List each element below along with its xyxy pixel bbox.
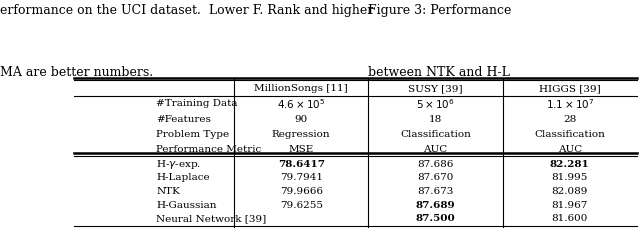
Text: between NTK and H-L: between NTK and H-L xyxy=(368,66,510,79)
Text: #Training Data: #Training Data xyxy=(156,99,238,108)
Text: 79.7941: 79.7941 xyxy=(280,173,323,183)
Text: 79.9666: 79.9666 xyxy=(280,187,323,196)
Text: 82.281: 82.281 xyxy=(550,160,589,169)
Text: Problem Type: Problem Type xyxy=(156,130,230,139)
Text: H-Laplace: H-Laplace xyxy=(156,173,210,183)
Text: $1.1 \times 10^7$: $1.1 \times 10^7$ xyxy=(545,97,594,111)
Text: 81.967: 81.967 xyxy=(552,201,588,210)
Text: 82.089: 82.089 xyxy=(552,187,588,196)
Text: Neural Network [39]: Neural Network [39] xyxy=(156,214,267,223)
Text: H-Gaussian: H-Gaussian xyxy=(156,201,217,210)
Text: 87.670: 87.670 xyxy=(417,173,454,183)
Text: AUC: AUC xyxy=(423,145,447,154)
Text: HIGGS [39]: HIGGS [39] xyxy=(539,84,601,93)
Text: MillionSongs [11]: MillionSongs [11] xyxy=(254,84,348,93)
Text: H-$\gamma$-exp.: H-$\gamma$-exp. xyxy=(156,158,202,171)
Text: NTK: NTK xyxy=(156,187,180,196)
Text: SUSY [39]: SUSY [39] xyxy=(408,84,463,93)
Text: 81.600: 81.600 xyxy=(552,214,588,223)
Text: Classification: Classification xyxy=(534,130,605,139)
Text: $4.6 \times 10^5$: $4.6 \times 10^5$ xyxy=(277,97,325,111)
Text: Figure 3: Performance: Figure 3: Performance xyxy=(368,4,511,17)
Text: Regression: Regression xyxy=(272,130,330,139)
Text: AUC: AUC xyxy=(557,145,582,154)
Text: MSE: MSE xyxy=(289,145,314,154)
Text: 28: 28 xyxy=(563,115,577,124)
Text: 90: 90 xyxy=(294,115,308,124)
Text: erformance on the UCI dataset.  Lower F. Rank and higher: erformance on the UCI dataset. Lower F. … xyxy=(0,4,373,17)
Text: 87.686: 87.686 xyxy=(417,160,454,169)
Text: $5 \times 10^6$: $5 \times 10^6$ xyxy=(416,97,455,111)
Text: 87.689: 87.689 xyxy=(415,201,455,210)
Text: Performance Metric: Performance Metric xyxy=(156,145,262,154)
Text: 78.6417: 78.6417 xyxy=(278,160,324,169)
Text: 79.6255: 79.6255 xyxy=(280,201,323,210)
Text: Classification: Classification xyxy=(400,130,471,139)
Text: #Features: #Features xyxy=(156,115,211,124)
Text: 87.673: 87.673 xyxy=(417,187,454,196)
Text: 18: 18 xyxy=(429,115,442,124)
Text: 87.500: 87.500 xyxy=(415,214,455,223)
Text: MA are better numbers.: MA are better numbers. xyxy=(0,66,153,79)
Text: 81.995: 81.995 xyxy=(552,173,588,183)
